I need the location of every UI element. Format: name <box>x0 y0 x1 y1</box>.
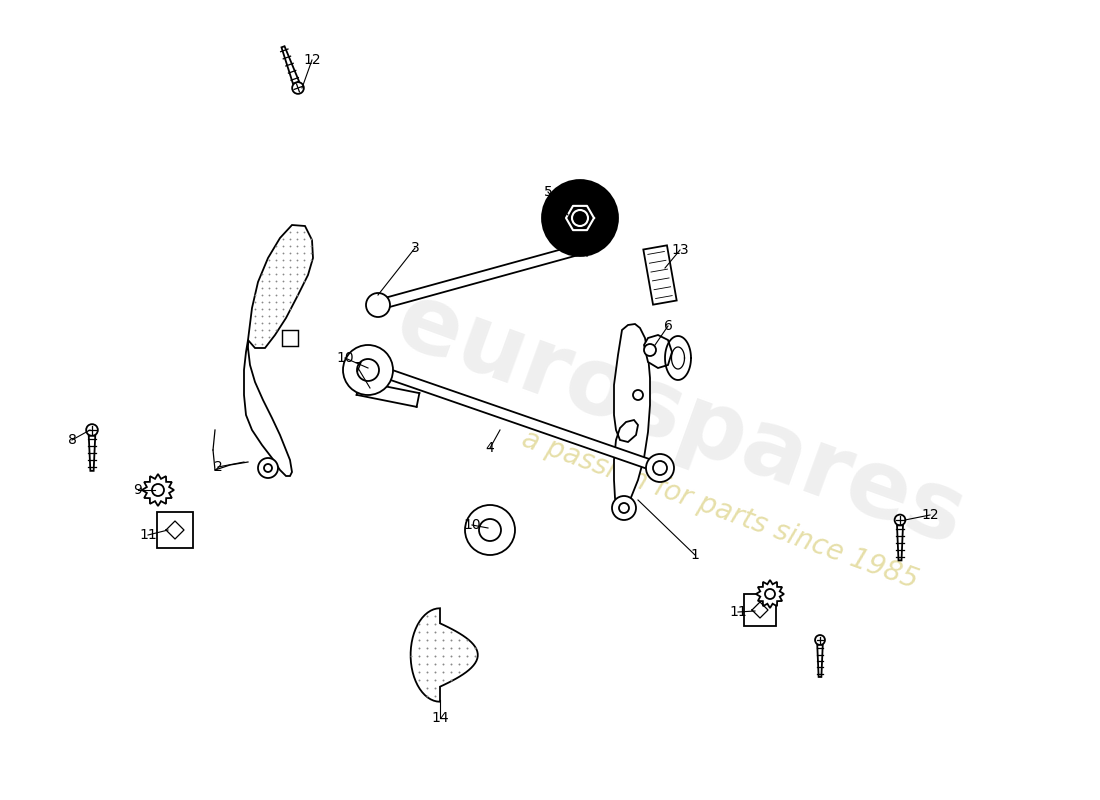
Polygon shape <box>376 243 586 310</box>
Polygon shape <box>644 246 676 305</box>
Circle shape <box>152 484 164 496</box>
Text: eurospares: eurospares <box>384 274 977 566</box>
Text: 9: 9 <box>133 483 142 497</box>
Polygon shape <box>756 580 784 608</box>
Circle shape <box>894 514 905 526</box>
Polygon shape <box>248 225 314 348</box>
Circle shape <box>764 589 776 599</box>
Polygon shape <box>244 340 292 476</box>
Polygon shape <box>744 594 775 626</box>
Polygon shape <box>644 335 672 368</box>
Polygon shape <box>896 526 903 560</box>
Circle shape <box>815 635 825 645</box>
Polygon shape <box>375 366 661 473</box>
Circle shape <box>264 464 272 472</box>
Text: 12: 12 <box>921 508 938 522</box>
Circle shape <box>358 359 379 381</box>
Polygon shape <box>410 608 477 702</box>
Text: 10: 10 <box>463 518 481 532</box>
Polygon shape <box>817 645 823 677</box>
Circle shape <box>612 496 636 520</box>
Text: 8: 8 <box>67 433 76 447</box>
Text: 2: 2 <box>213 460 222 474</box>
Text: 10: 10 <box>337 351 354 365</box>
Text: 7: 7 <box>353 361 362 375</box>
Circle shape <box>293 82 304 94</box>
Text: 5: 5 <box>543 185 552 199</box>
Text: 3: 3 <box>410 241 419 255</box>
Circle shape <box>646 454 674 482</box>
Circle shape <box>86 424 98 436</box>
Polygon shape <box>282 330 298 346</box>
Text: 6: 6 <box>663 319 672 333</box>
Circle shape <box>644 344 656 356</box>
Polygon shape <box>282 46 299 84</box>
Polygon shape <box>157 512 192 548</box>
Text: 4: 4 <box>485 441 494 455</box>
Polygon shape <box>142 474 174 506</box>
Polygon shape <box>89 436 96 471</box>
Circle shape <box>343 345 393 395</box>
Circle shape <box>632 390 644 400</box>
Polygon shape <box>614 324 650 512</box>
Text: 14: 14 <box>431 711 449 725</box>
Text: 12: 12 <box>304 53 321 67</box>
Circle shape <box>366 293 390 317</box>
Circle shape <box>542 180 618 256</box>
Text: a passion for parts since 1985: a passion for parts since 1985 <box>518 425 922 595</box>
Circle shape <box>465 505 515 555</box>
Text: 11: 11 <box>729 605 747 619</box>
Text: 1: 1 <box>691 548 700 562</box>
Text: 13: 13 <box>671 243 689 257</box>
Circle shape <box>258 458 278 478</box>
Circle shape <box>619 503 629 513</box>
Text: 11: 11 <box>139 528 157 542</box>
Circle shape <box>653 461 667 475</box>
Circle shape <box>478 519 500 541</box>
